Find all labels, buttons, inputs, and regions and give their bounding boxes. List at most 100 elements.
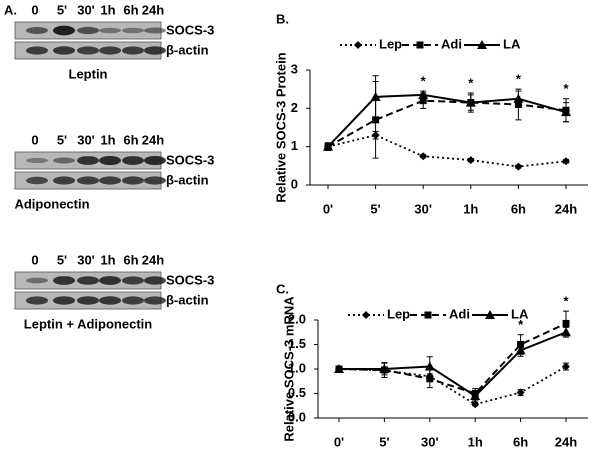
marker bbox=[465, 97, 476, 107]
band bbox=[77, 276, 99, 285]
legend-marker bbox=[485, 310, 495, 319]
lane-label: 0 bbox=[31, 132, 38, 147]
lane-label: 6h bbox=[123, 252, 138, 267]
lane-label: 24h bbox=[142, 2, 164, 17]
panel-label: C. bbox=[276, 281, 289, 296]
row-label: SOCS-3 bbox=[166, 22, 214, 37]
marker bbox=[516, 388, 525, 397]
band bbox=[122, 296, 144, 305]
series-line bbox=[327, 93, 567, 148]
marker bbox=[419, 97, 427, 105]
series-line bbox=[327, 99, 567, 148]
band bbox=[144, 155, 166, 166]
significance-mark: * bbox=[468, 75, 474, 90]
band bbox=[53, 46, 75, 55]
marker bbox=[561, 327, 571, 337]
y-tick-label: 0.5 bbox=[288, 385, 306, 400]
y-tick-label: 0.0 bbox=[288, 409, 306, 424]
series-line bbox=[339, 331, 567, 398]
band bbox=[26, 176, 48, 185]
marker bbox=[515, 345, 526, 355]
legend-label: Lep bbox=[379, 36, 402, 51]
row-label: β-actin bbox=[166, 172, 209, 187]
band bbox=[99, 27, 121, 34]
marker bbox=[426, 375, 434, 383]
marker bbox=[466, 156, 475, 165]
marker bbox=[370, 91, 381, 101]
lane-label: 0 bbox=[31, 252, 38, 267]
band bbox=[99, 155, 121, 166]
marker bbox=[334, 364, 344, 373]
y-tick-label: 2.0 bbox=[288, 311, 306, 326]
lane-label: 0 bbox=[31, 2, 38, 17]
lane-label: 1h bbox=[100, 132, 115, 147]
marker bbox=[562, 362, 570, 371]
band bbox=[144, 46, 166, 55]
band bbox=[77, 176, 99, 185]
x-tick-label: 1h bbox=[468, 434, 483, 449]
legend-marker bbox=[354, 41, 362, 49]
band bbox=[122, 276, 144, 285]
y-tick-label: 2 bbox=[291, 100, 298, 115]
significance-mark: * bbox=[563, 294, 569, 309]
band bbox=[122, 176, 144, 185]
marker bbox=[562, 319, 570, 327]
band bbox=[26, 27, 48, 34]
marker bbox=[418, 89, 429, 99]
y-tick-label: 1.0 bbox=[288, 360, 306, 375]
y-axis-label: Relative SOCS-3 mRNA bbox=[281, 296, 296, 442]
lane-label: 24h bbox=[142, 132, 164, 147]
legend-marker bbox=[416, 41, 424, 49]
row-label: SOCS-3 bbox=[166, 152, 214, 167]
y-tick-label: 1 bbox=[291, 138, 298, 153]
x-tick-label: 6h bbox=[513, 434, 528, 449]
marker bbox=[514, 162, 523, 171]
marker bbox=[513, 93, 524, 103]
lane-label: 1h bbox=[100, 2, 115, 17]
band bbox=[122, 27, 144, 34]
legend-label: Lep bbox=[387, 306, 410, 321]
band bbox=[99, 46, 121, 55]
significance-mark: * bbox=[516, 72, 522, 87]
marker bbox=[323, 141, 333, 151]
x-tick-label: 1h bbox=[463, 201, 478, 216]
marker bbox=[372, 116, 380, 124]
band bbox=[26, 277, 48, 284]
band bbox=[77, 156, 99, 165]
lane-label: 5' bbox=[57, 252, 67, 267]
marker bbox=[419, 152, 428, 161]
x-tick-label: 5' bbox=[379, 434, 389, 449]
band bbox=[99, 176, 121, 185]
band bbox=[122, 46, 144, 55]
y-tick-label: 0 bbox=[291, 176, 298, 191]
marker bbox=[561, 107, 571, 117]
lane-label: 30' bbox=[77, 132, 95, 147]
marker bbox=[471, 400, 480, 409]
x-tick-label: 0' bbox=[323, 201, 333, 216]
lane-label: 6h bbox=[123, 132, 138, 147]
legend-label: Adi bbox=[441, 36, 462, 51]
x-tick-label: 24h bbox=[555, 434, 577, 449]
panel-label: B. bbox=[276, 11, 289, 26]
lane-label: 24h bbox=[142, 252, 164, 267]
series-line bbox=[327, 134, 567, 168]
significance-mark: * bbox=[421, 74, 427, 89]
legend-label: LA bbox=[511, 306, 529, 321]
y-tick-label: 3 bbox=[291, 61, 298, 76]
band bbox=[53, 276, 75, 285]
significance-mark: * bbox=[518, 317, 524, 332]
band bbox=[144, 27, 166, 34]
blot-caption: Adiponectin bbox=[14, 196, 89, 211]
row-label: β-actin bbox=[166, 42, 209, 57]
blot-caption: Leptin + Adiponectin bbox=[24, 316, 152, 331]
legend-marker bbox=[424, 311, 432, 319]
band bbox=[53, 25, 75, 36]
row-label: β-actin bbox=[166, 292, 209, 307]
marker bbox=[470, 390, 481, 400]
lane-label: 30' bbox=[77, 2, 95, 17]
band bbox=[144, 296, 166, 305]
x-tick-label: 0' bbox=[334, 434, 344, 449]
marker bbox=[424, 361, 435, 371]
x-tick-label: 30' bbox=[421, 434, 439, 449]
